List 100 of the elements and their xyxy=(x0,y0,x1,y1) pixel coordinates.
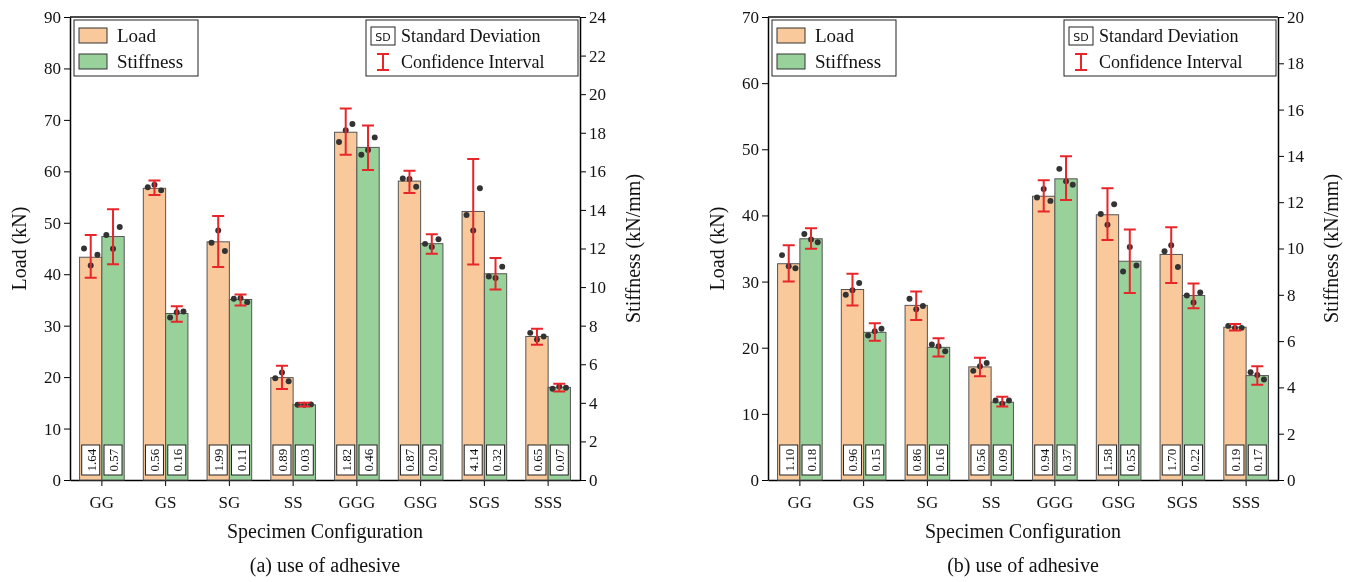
annotation: 0.46 xyxy=(361,448,377,472)
annotation: 0.16 xyxy=(169,448,185,472)
y-tick-label: 0 xyxy=(52,470,61,490)
x-tick-label: GSG xyxy=(1101,492,1136,512)
text: (b) use of adhesive xyxy=(947,554,1099,577)
y-tick-label: 30 xyxy=(742,272,759,292)
legend-label: Load xyxy=(815,25,855,46)
y-tick-label: 90 xyxy=(44,7,61,27)
y2-tick-label: 8 xyxy=(1287,285,1296,305)
y2-tick-label: 20 xyxy=(589,85,606,105)
sd-box-icon: SD xyxy=(370,26,396,46)
text: (a) use of adhesive xyxy=(249,554,401,577)
x-tick-label: GS xyxy=(154,492,177,512)
y2-tick-label: 2 xyxy=(1287,424,1296,444)
y2-tick-label: 14 xyxy=(589,200,607,220)
x-axis-title: Specimen Configuration xyxy=(226,520,424,543)
y-tick-label: 20 xyxy=(44,368,61,388)
y-tick-label: 30 xyxy=(44,316,61,336)
y2-tick-label: 0 xyxy=(589,470,598,490)
annotation: Confidence Interval xyxy=(401,52,545,72)
y2-tick-label: 16 xyxy=(1287,100,1304,120)
y-tick-label: 40 xyxy=(742,206,759,226)
annotation: 0.18 xyxy=(804,448,820,472)
annotation: 0.89 xyxy=(274,448,290,472)
annotation: 0.09 xyxy=(995,448,1011,472)
annotation: 0.37 xyxy=(1059,448,1075,472)
x-axis-title: Specimen Configuration xyxy=(924,520,1122,543)
x-tick-label: SSS xyxy=(1231,492,1261,512)
y2-tick-label: 0 xyxy=(1287,470,1296,490)
annotation: 0.56 xyxy=(972,448,988,472)
x-tick-label: SGS xyxy=(468,492,500,512)
y2-tick-label: 18 xyxy=(589,123,606,143)
y-tick-label: 80 xyxy=(44,59,61,79)
y2-tick-label: 10 xyxy=(1287,239,1304,259)
x-tick-label: GGG xyxy=(338,492,376,512)
annotation: 0.55 xyxy=(1122,448,1138,472)
x-tick-label: GG xyxy=(89,492,115,512)
y-tick-label: 10 xyxy=(44,419,61,439)
annotation: 1.10 xyxy=(781,448,797,472)
annotation: 0.22 xyxy=(1186,448,1202,472)
y2-tick-label: 14 xyxy=(1287,146,1305,166)
x-tick-label: GSG xyxy=(403,492,438,512)
annotation: 0.86 xyxy=(909,448,925,472)
annotation: 0.96 xyxy=(845,448,861,472)
y2-tick-label: 4 xyxy=(589,393,598,413)
y-axis-title: Load (kN) xyxy=(706,206,729,291)
annotation: 1.64 xyxy=(83,448,99,472)
y2-tick-label: 10 xyxy=(589,278,606,298)
y2-tick-label: 2 xyxy=(589,432,598,452)
y-tick-label: 0 xyxy=(750,470,759,490)
y2-tick-label: 6 xyxy=(589,355,598,375)
annotation: 0.03 xyxy=(297,448,313,472)
annotation: 1.82 xyxy=(338,448,354,472)
y2-tick-label: 20 xyxy=(1287,7,1304,27)
annotation: 0.57 xyxy=(106,448,122,472)
y-axis-title: Load (kN) xyxy=(8,206,31,291)
annotation: SD xyxy=(1073,31,1089,44)
y-tick-label: 60 xyxy=(742,74,759,94)
annotation: 1.58 xyxy=(1100,448,1116,472)
legend-label: Stiffness xyxy=(117,51,184,72)
annotation: SD xyxy=(375,31,391,44)
annotation: 1.70 xyxy=(1164,448,1180,472)
y-tick-label: 70 xyxy=(742,7,759,27)
y2-axis-title: Stiffness (kN/mm) xyxy=(1320,173,1343,324)
y2-tick-label: 12 xyxy=(1287,193,1304,213)
y2-tick-label: 24 xyxy=(589,7,607,27)
annotation: Standard Deviation xyxy=(401,26,541,46)
y2-tick-label: 12 xyxy=(589,239,606,259)
y2-tick-label: 16 xyxy=(589,162,606,182)
y2-tick-label: 22 xyxy=(589,46,606,66)
y-tick-label: 40 xyxy=(44,265,61,285)
annotation: 0.20 xyxy=(424,448,440,472)
y2-tick-label: 18 xyxy=(1287,54,1304,74)
y2-axis-title: Stiffness (kN/mm) xyxy=(622,173,645,324)
y-tick-label: 70 xyxy=(44,110,61,130)
x-tick-label: SG xyxy=(916,492,939,512)
x-tick-label: GG xyxy=(787,492,813,512)
annotation: Standard Deviation xyxy=(1099,26,1239,46)
x-tick-label: GGG xyxy=(1036,492,1074,512)
annotation: 0.32 xyxy=(488,448,504,472)
annotation: 0.65 xyxy=(529,448,545,472)
y-tick-label: 60 xyxy=(44,162,61,182)
y-tick-label: 50 xyxy=(44,213,61,233)
x-tick-label: GS xyxy=(852,492,875,512)
sd-box-icon: SD xyxy=(1068,26,1094,46)
legend-label: Stiffness xyxy=(815,51,882,72)
y-tick-label: 20 xyxy=(742,338,759,358)
annotation: 0.11 xyxy=(233,448,249,472)
x-tick-label: SS xyxy=(981,492,1001,512)
annotation: 0.07 xyxy=(552,448,568,472)
annotation: 1.99 xyxy=(211,448,227,472)
x-tick-label: SG xyxy=(218,492,241,512)
annotation: 0.16 xyxy=(931,448,947,472)
y-tick-label: 50 xyxy=(742,140,759,160)
annotation: 0.17 xyxy=(1250,448,1266,472)
x-tick-label: SGS xyxy=(1166,492,1198,512)
annotation: 4.14 xyxy=(466,448,482,472)
legend-label: Load xyxy=(117,25,157,46)
annotation: 0.94 xyxy=(1036,448,1052,472)
annotation: 0.87 xyxy=(402,448,418,472)
